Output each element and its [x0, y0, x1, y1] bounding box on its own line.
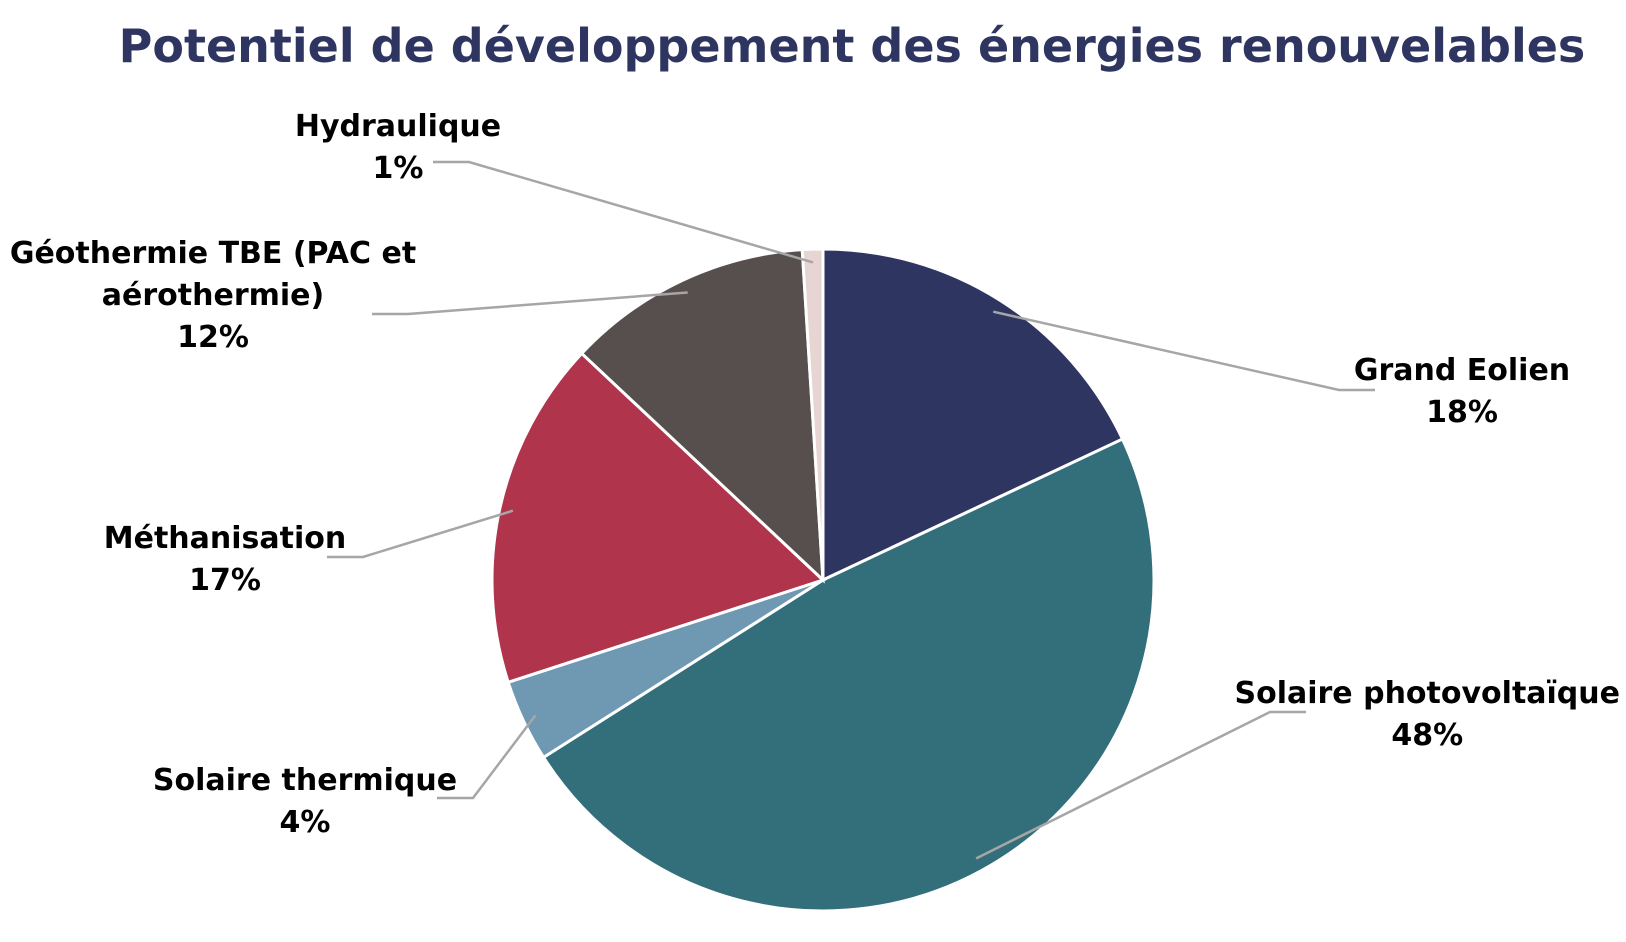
data-label-value: 12% — [177, 320, 249, 355]
data-label: Hydraulique 1% — [295, 109, 501, 186]
data-labels: Grand Eolien 18% Solaire photovoltaïque 48%… — [10, 109, 1620, 840]
pie-slices — [490, 247, 1156, 913]
leader-line — [372, 291, 688, 316]
leader-line — [327, 509, 514, 559]
pie-slice — [541, 437, 1156, 913]
data-label: Solaire photovoltaïque 48% — [1234, 676, 1620, 753]
data-label: Solaire thermique 4% — [153, 763, 457, 840]
data-label-category: aérothermie) — [102, 278, 324, 313]
data-label-value: 18% — [1426, 395, 1498, 430]
chart-title: Potentiel de développement des énergies … — [119, 19, 1586, 73]
data-label: Méthanisation 17% — [104, 521, 346, 598]
pie-slice — [490, 351, 826, 685]
data-label: Grand Eolien 18% — [1354, 353, 1570, 430]
data-label-value: 1% — [373, 151, 424, 186]
pie-slice — [821, 247, 1125, 583]
data-label-category: Méthanisation — [104, 521, 346, 556]
data-label-category: Solaire photovoltaïque — [1234, 676, 1620, 711]
data-label-value: 17% — [189, 563, 261, 598]
data-label: Géothermie TBE (PAC et aérothermie) 12% — [10, 236, 416, 355]
leader-line — [437, 714, 537, 800]
data-label-category: Hydraulique — [295, 109, 501, 144]
leader-lines — [327, 160, 1375, 860]
data-label-value: 48% — [1391, 718, 1463, 753]
data-label-category: Géothermie TBE (PAC et — [10, 236, 416, 271]
leader-line — [975, 710, 1306, 860]
data-label-value: 4% — [280, 805, 331, 840]
data-label-category: Solaire thermique — [153, 763, 457, 798]
leader-line — [992, 310, 1375, 392]
leader-line — [433, 160, 814, 264]
data-label-category: Grand Eolien — [1354, 353, 1570, 388]
pie-slice — [800, 247, 825, 581]
